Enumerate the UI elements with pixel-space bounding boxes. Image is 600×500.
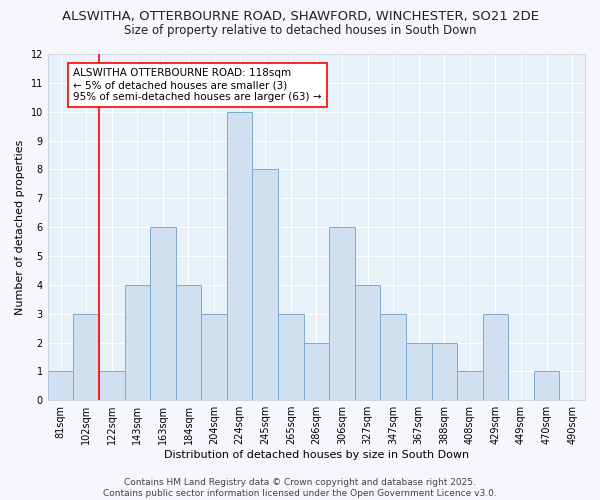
Bar xyxy=(99,372,125,400)
Bar xyxy=(73,314,99,400)
Bar xyxy=(278,314,304,400)
Bar xyxy=(482,314,508,400)
Bar xyxy=(125,285,150,400)
Bar xyxy=(355,285,380,400)
Bar xyxy=(380,314,406,400)
Text: Size of property relative to detached houses in South Down: Size of property relative to detached ho… xyxy=(124,24,476,37)
Bar xyxy=(227,112,253,400)
Text: ALSWITHA OTTERBOURNE ROAD: 118sqm
← 5% of detached houses are smaller (3)
95% of: ALSWITHA OTTERBOURNE ROAD: 118sqm ← 5% o… xyxy=(73,68,322,102)
Bar xyxy=(201,314,227,400)
Bar xyxy=(176,285,201,400)
Text: Contains HM Land Registry data © Crown copyright and database right 2025.
Contai: Contains HM Land Registry data © Crown c… xyxy=(103,478,497,498)
Bar xyxy=(253,170,278,400)
Bar xyxy=(329,227,355,400)
Bar xyxy=(534,372,559,400)
Bar xyxy=(431,342,457,400)
Bar xyxy=(406,342,431,400)
Text: ALSWITHA, OTTERBOURNE ROAD, SHAWFORD, WINCHESTER, SO21 2DE: ALSWITHA, OTTERBOURNE ROAD, SHAWFORD, WI… xyxy=(62,10,539,23)
Y-axis label: Number of detached properties: Number of detached properties xyxy=(15,140,25,315)
Bar xyxy=(48,372,73,400)
X-axis label: Distribution of detached houses by size in South Down: Distribution of detached houses by size … xyxy=(164,450,469,460)
Bar xyxy=(304,342,329,400)
Bar xyxy=(457,372,482,400)
Bar xyxy=(150,227,176,400)
